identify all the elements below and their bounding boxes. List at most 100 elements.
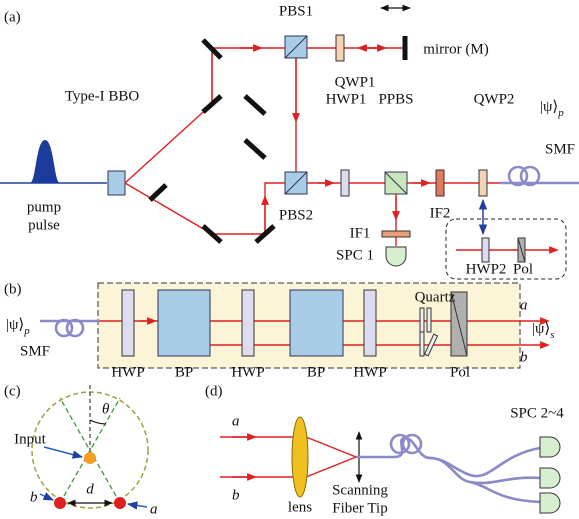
qwp1: [335, 34, 345, 62]
bbo-crystal: [107, 170, 126, 196]
panel-label: (c): [4, 383, 21, 399]
element-label: HWP: [111, 364, 144, 380]
state-out: |ψ⟩s: [532, 321, 555, 340]
spc1-label: SPC 1: [336, 247, 374, 263]
pol-diagonal: [517, 237, 526, 263]
inset-box: [445, 218, 567, 280]
pbs2-diagonal: [284, 171, 308, 195]
smf-label: SMF: [20, 343, 50, 359]
a-label: a: [150, 501, 158, 517]
fiber-loop: [519, 165, 541, 187]
fiber-tip-label: Fiber Tip: [332, 500, 387, 516]
panel-a: (a) pump pulse Type-I BBO: [0, 3, 579, 280]
theta-arc: [89, 419, 107, 425]
quartz-plate: [419, 307, 425, 333]
focus: [305, 436, 358, 478]
pbs1-label: PBS1: [279, 3, 313, 19]
quartz-plate: [419, 331, 425, 357]
mirror-label: mirror (M): [423, 41, 488, 57]
port-b: b: [520, 349, 528, 365]
if1-label: IF1: [350, 225, 371, 241]
a-arrow: [126, 501, 148, 510]
pump-pulse: [30, 140, 60, 183]
if2-label: IF2: [430, 205, 451, 221]
panel-c: (c) θ Input d b a: [4, 383, 158, 517]
fiber-loop: [65, 318, 85, 338]
input-point: [84, 452, 96, 464]
pump-label: pump: [27, 199, 61, 215]
fiber: [356, 436, 541, 478]
scanning-label: Scanning: [332, 482, 388, 498]
mirror: [201, 224, 223, 244]
smf-label: SMF: [545, 141, 575, 157]
qwp1-label: QWP1: [335, 74, 376, 90]
spc-label: SPC 2~4: [510, 405, 564, 421]
subscript: p: [557, 107, 564, 119]
ppbs-diagonal: [384, 171, 408, 195]
beam-block: [148, 183, 168, 202]
port-a: a: [520, 297, 528, 313]
if1: [381, 230, 411, 238]
input-arrow: [43, 446, 84, 459]
mirror: [243, 138, 267, 160]
diagonal: [59, 397, 121, 504]
hwp2-label: HWP2: [466, 261, 507, 277]
lens-label: lens: [288, 499, 312, 515]
spc: [539, 467, 561, 489]
pbs2-label: PBS2: [279, 207, 313, 223]
quartz-plate: [423, 333, 439, 357]
pulse-label: pulse: [28, 217, 60, 233]
ket: |ψ⟩: [532, 321, 550, 337]
d-label: d: [86, 481, 94, 497]
element-label: BP: [175, 364, 193, 380]
hwp2: [481, 237, 490, 263]
spot-b: [54, 497, 66, 509]
beam-upper: [124, 47, 405, 184]
pol-label: Pol: [513, 261, 533, 277]
bp: [289, 289, 344, 357]
ket: |ψ⟩: [540, 99, 558, 115]
quartz-plate: [426, 307, 432, 333]
hwp: [121, 289, 135, 357]
fiber-loop: [507, 165, 529, 187]
spot-a: [114, 497, 126, 509]
bp: [157, 289, 211, 357]
mirror: [201, 38, 223, 60]
lens: [291, 416, 309, 498]
mirror: [201, 94, 223, 114]
state-in: |ψ⟩p: [6, 317, 30, 336]
panel-label: (d): [205, 383, 223, 399]
element-label: HWP: [231, 364, 264, 380]
hwp1: [340, 169, 350, 197]
panel-b: (b) |ψ⟩p SMF HWP BP HWP BP HWP Pol Quart…: [4, 281, 555, 380]
element-label: Pol: [450, 364, 470, 380]
bbo-label: Type-I BBO: [65, 88, 140, 104]
spc1: [385, 246, 407, 267]
element-label: BP: [307, 364, 325, 380]
theta-label: θ: [102, 401, 110, 417]
ket: |ψ⟩: [6, 317, 24, 333]
b-label: b: [30, 489, 38, 505]
if2: [435, 169, 445, 197]
quartz-label: Quartz: [415, 289, 456, 305]
input-label: Input: [14, 431, 46, 447]
panel-d: (d) a b lens Scanning Fiber Tip SPC 2~4: [205, 383, 564, 516]
a-label: a: [232, 413, 240, 429]
state-p: |ψ⟩p: [540, 99, 564, 118]
fiber: [469, 480, 541, 504]
subscript: s: [550, 329, 554, 341]
hwp: [241, 289, 255, 357]
hwp: [363, 289, 377, 357]
pol-diagonal: [450, 291, 468, 357]
qwp2: [478, 169, 488, 197]
b-arrow: [39, 492, 54, 501]
mirror: [243, 94, 267, 116]
mirror: [254, 224, 276, 244]
element-label: HWP: [353, 364, 386, 380]
fiber-loop: [401, 433, 423, 455]
fiber-loop: [389, 433, 411, 455]
ppbs-label: PPBS: [378, 91, 413, 107]
b-label: b: [232, 487, 240, 503]
